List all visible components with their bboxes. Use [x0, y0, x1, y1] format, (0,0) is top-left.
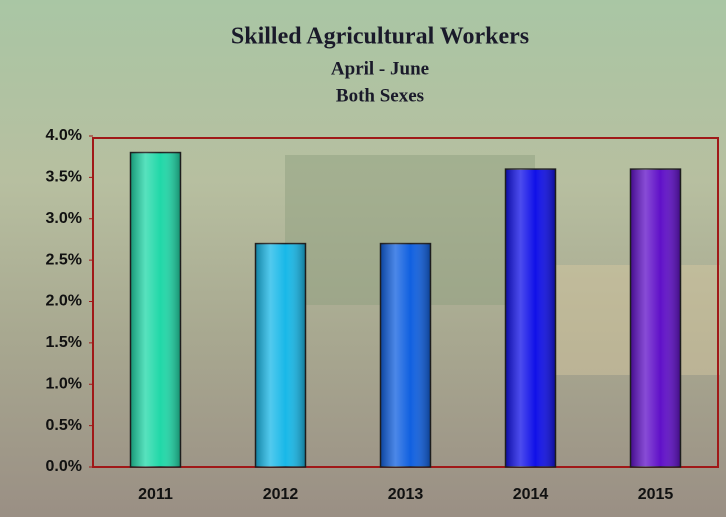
y-tick-label: 0.5%	[46, 417, 82, 434]
x-tick-label: 2013	[388, 486, 424, 503]
bar-shine	[255, 243, 306, 467]
y-tick-label: 0.0%	[46, 458, 82, 475]
y-tick-label: 4.0%	[46, 127, 82, 144]
x-tick-label: 2015	[638, 486, 674, 503]
y-tick-label: 3.5%	[46, 169, 82, 186]
x-tick-label: 2014	[513, 486, 549, 503]
bar-shine	[630, 169, 681, 467]
chart-subtitle: April - June	[331, 58, 429, 79]
y-tick-label: 2.0%	[46, 293, 82, 310]
x-tick-label: 2011	[138, 486, 173, 503]
y-tick-label: 2.5%	[46, 251, 82, 268]
chart-subtitle: Both Sexes	[336, 85, 424, 106]
y-tick-label: 3.0%	[46, 210, 82, 227]
y-tick-label: 1.5%	[46, 334, 82, 351]
chart-title: Skilled Agricultural Workers	[231, 24, 529, 50]
bar-shine	[380, 243, 431, 467]
x-tick-label: 2012	[263, 486, 299, 503]
y-tick-label: 1.0%	[46, 375, 82, 392]
bar-shine	[130, 152, 181, 468]
bar-shine	[505, 169, 556, 467]
